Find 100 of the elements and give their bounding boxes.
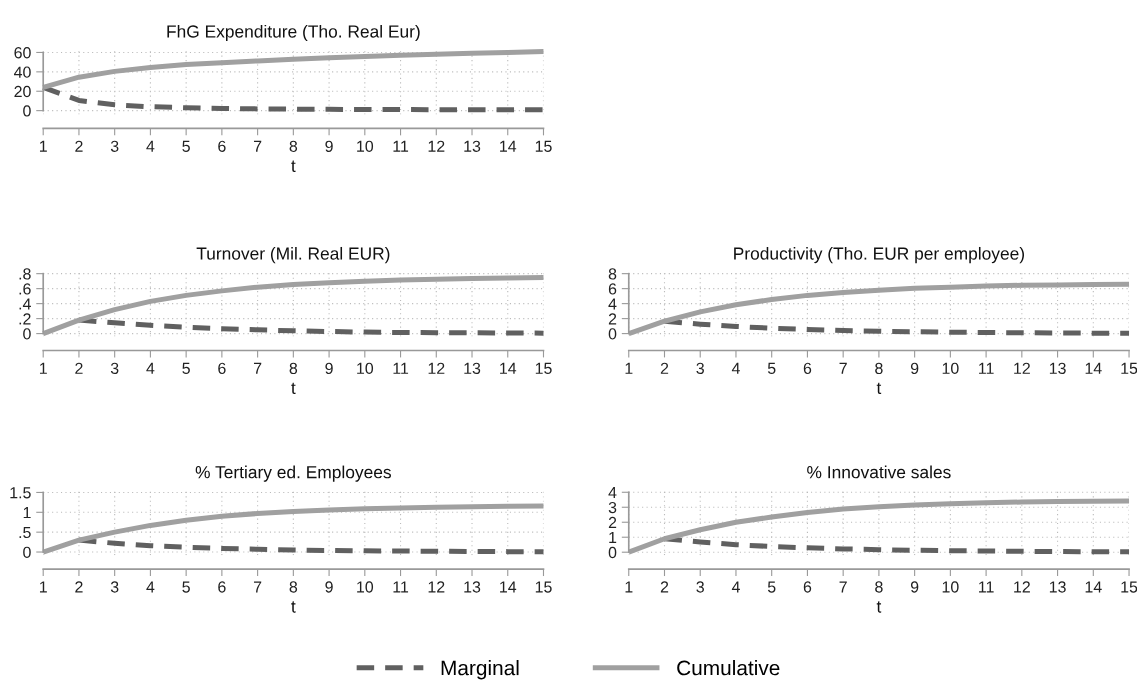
x-tick-label: 4 — [731, 581, 740, 593]
chart-title: FhG Expenditure (Tho. Real Eur) — [167, 24, 420, 42]
x-tick-label: 15 — [1121, 581, 1137, 593]
y-tick-label: 0 — [608, 328, 617, 340]
y-tick-label: .6 — [19, 283, 31, 295]
x-tick-label: 10 — [942, 581, 959, 593]
y-tick-label: .2 — [19, 313, 31, 325]
x-tick-label: 11 — [979, 581, 994, 593]
x-tick-label: 7 — [253, 581, 262, 593]
x-tick-label: 5 — [182, 362, 190, 375]
legend-label: Marginal — [441, 660, 519, 680]
y-tick-label: 1.5 — [10, 487, 31, 499]
x-tick-label: 12 — [428, 581, 445, 593]
y-tick-label: 3 — [608, 501, 617, 514]
x-tick-label: 8 — [289, 140, 298, 152]
x-tick-label: 9 — [325, 581, 333, 593]
x-tick-label: 10 — [357, 362, 374, 375]
x-tick-label: 11 — [393, 362, 409, 374]
x-tick-label: 12 — [1014, 581, 1030, 593]
y-tick-label: 1 — [23, 507, 31, 519]
x-tick-label: 8 — [289, 581, 298, 593]
y-tick-label: 0 — [608, 546, 617, 559]
x-tick-label: 7 — [253, 362, 262, 374]
x-tick-label: 2 — [75, 362, 83, 374]
x-tick-label: 6 — [218, 581, 226, 593]
x-tick-label: 15 — [1121, 362, 1137, 375]
x-tick-label: 11 — [393, 140, 409, 152]
legend-label: Cumulative — [677, 660, 780, 676]
x-tick-label: 13 — [1049, 581, 1066, 593]
x-tick-label: 1 — [39, 140, 47, 152]
y-tick-label: 2 — [608, 313, 617, 325]
x-tick-label: 13 — [464, 140, 481, 152]
x-tick-label: 13 — [1049, 362, 1066, 375]
y-tick-label: 4 — [608, 487, 617, 499]
x-tick-label: 10 — [942, 362, 959, 375]
y-tick-label: .5 — [19, 526, 31, 539]
y-tick-label: 4 — [608, 298, 617, 310]
x-tick-label: 6 — [803, 581, 812, 593]
y-tick-label: 0 — [23, 546, 31, 558]
y-tick-label: 8 — [608, 268, 617, 280]
x-tick-label: 4 — [731, 362, 740, 374]
x-tick-label: 2 — [75, 140, 83, 152]
x-tick-label: 10 — [357, 581, 374, 593]
x-tick-label: 9 — [910, 581, 919, 593]
x-tick-label: 11 — [393, 581, 409, 593]
x-tick-label: 1 — [39, 581, 47, 593]
x-axis-title: t — [291, 160, 296, 172]
x-tick-label: 3 — [696, 362, 704, 375]
x-tick-label: 9 — [325, 362, 333, 375]
x-tick-label: 13 — [464, 581, 481, 593]
x-tick-label: 5 — [767, 362, 776, 375]
x-tick-label: 15 — [535, 362, 552, 375]
x-tick-label: 7 — [839, 362, 847, 374]
y-tick-label: 60 — [14, 47, 31, 59]
x-axis-title: t — [876, 382, 882, 395]
x-tick-label: 5 — [182, 581, 190, 593]
x-tick-label: 2 — [660, 581, 669, 593]
x-tick-label: 9 — [325, 140, 333, 152]
x-tick-label: 2 — [75, 581, 83, 593]
x-tick-label: 3 — [110, 140, 119, 152]
x-axis-title: t — [876, 601, 882, 613]
x-tick-label: 1 — [625, 362, 633, 374]
x-tick-label: 7 — [839, 581, 847, 593]
x-tick-label: 3 — [110, 581, 119, 593]
y-tick-label: .4 — [19, 298, 31, 310]
chart-title: Productivity (Tho. EUR per employee) — [734, 246, 1025, 264]
y-tick-label: 40 — [14, 66, 31, 78]
x-tick-label: 3 — [696, 581, 704, 593]
x-tick-label: 13 — [464, 362, 481, 375]
y-tick-label: 20 — [14, 85, 31, 98]
x-tick-label: 14 — [500, 362, 517, 374]
x-tick-label: 4 — [146, 581, 155, 593]
x-tick-label: 1 — [625, 581, 633, 593]
x-tick-label: 6 — [218, 140, 226, 152]
x-tick-label: 5 — [182, 140, 190, 152]
x-tick-label: 4 — [146, 140, 155, 152]
x-tick-label: 5 — [767, 581, 776, 593]
y-tick-label: 0 — [23, 328, 31, 340]
x-tick-label: 14 — [1085, 581, 1102, 593]
chart-title: % Tertiary ed. Employees — [195, 465, 391, 482]
x-tick-label: 12 — [1014, 362, 1030, 374]
x-tick-label: 12 — [428, 362, 445, 374]
x-tick-label: 1 — [39, 362, 47, 374]
x-tick-label: 2 — [660, 362, 669, 374]
x-tick-label: 15 — [535, 581, 552, 593]
x-tick-label: 8 — [289, 362, 298, 375]
x-tick-label: 8 — [875, 581, 883, 593]
x-tick-label: 9 — [910, 362, 919, 375]
y-tick-label: 2 — [608, 516, 617, 529]
y-tick-label: 6 — [608, 283, 617, 295]
x-tick-label: 3 — [110, 362, 119, 375]
x-tick-label: 15 — [535, 140, 552, 152]
y-tick-label: .8 — [19, 268, 31, 280]
y-tick-label: 1 — [609, 532, 617, 544]
x-tick-label: 14 — [1085, 362, 1102, 374]
x-tick-label: 11 — [979, 362, 994, 374]
x-tick-label: 7 — [253, 140, 262, 152]
y-tick-label: 0 — [23, 105, 31, 117]
x-axis-title: t — [291, 382, 296, 395]
x-tick-label: 14 — [500, 140, 517, 152]
